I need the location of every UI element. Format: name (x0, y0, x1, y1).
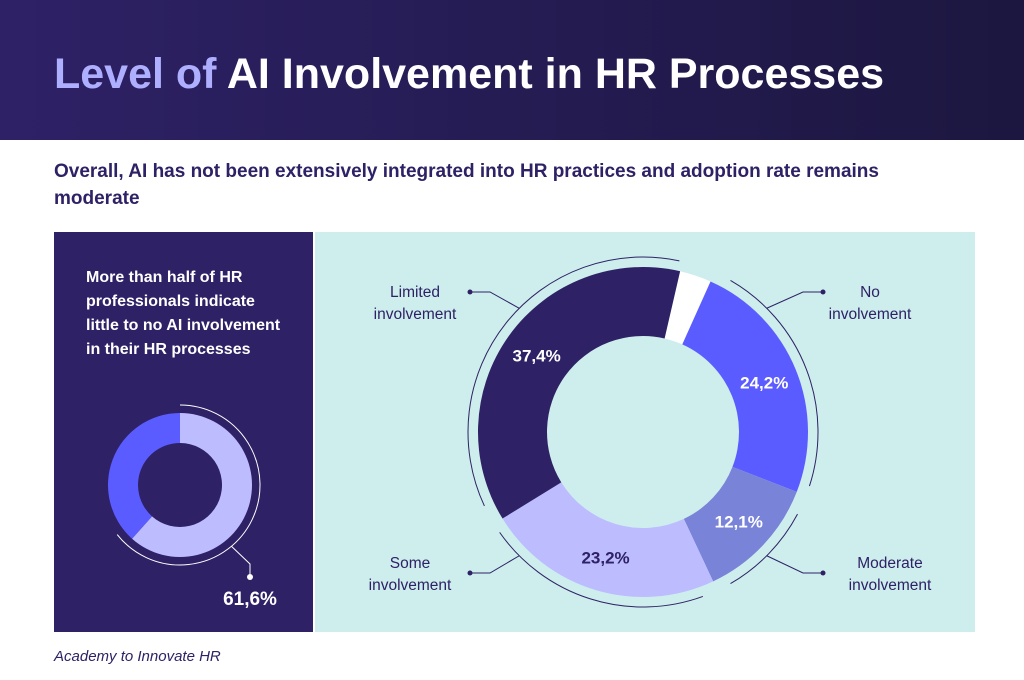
donut-slice (502, 482, 714, 597)
donut-slice (478, 267, 681, 519)
summary-text: More than half of HR professionals indic… (86, 269, 281, 358)
callout-dot (247, 574, 253, 580)
callout-dot (467, 570, 473, 576)
main-chart-panel: 24,2% 12,1% 23,2% 37,4% Limited involvement … (315, 232, 975, 632)
data-label: 37,4% (512, 347, 560, 366)
label-some: Some involvement (368, 555, 452, 594)
callout-dot (820, 570, 826, 576)
summary-panel: More than half of HR professionals indic… (54, 232, 313, 632)
donut-slice (683, 466, 797, 582)
page-title: Level of AI Involvement in HR Processes (54, 50, 885, 98)
donut-slice (682, 281, 808, 492)
header-banner: Level of AI Involvement in HR Processes (0, 0, 1024, 140)
label-no: No involvement (828, 284, 912, 323)
callout-line (470, 291, 520, 309)
donut-slice (108, 413, 180, 539)
label-moderate: Moderate involvement (848, 555, 932, 594)
main-donut-chart: 24,2% 12,1% 23,2% 37,4% (467, 256, 826, 608)
callout-dot (820, 289, 826, 295)
callout-dot (467, 289, 473, 295)
label-limited: Limited involvement (373, 284, 457, 323)
callout-line (766, 555, 823, 574)
callout-line (470, 555, 520, 574)
source-credit: Academy to Innovate HR (54, 648, 221, 665)
callout-arc (730, 513, 798, 584)
donut-slice (132, 413, 253, 557)
callout-arc (116, 404, 261, 566)
callout-line (766, 291, 823, 309)
data-label: 61,6% (223, 589, 277, 610)
data-label: 12,1% (715, 512, 763, 531)
callout-arc (467, 256, 680, 507)
callout-line (231, 545, 251, 576)
data-label: 24,2% (740, 373, 788, 392)
small-donut-chart: 61,6% (108, 404, 277, 610)
subtitle: Overall, AI has not been extensively int… (54, 161, 879, 209)
data-label: 23,2% (581, 549, 629, 568)
donut-slice (664, 271, 711, 345)
callout-arc (730, 280, 819, 487)
callout-arc (499, 532, 704, 608)
